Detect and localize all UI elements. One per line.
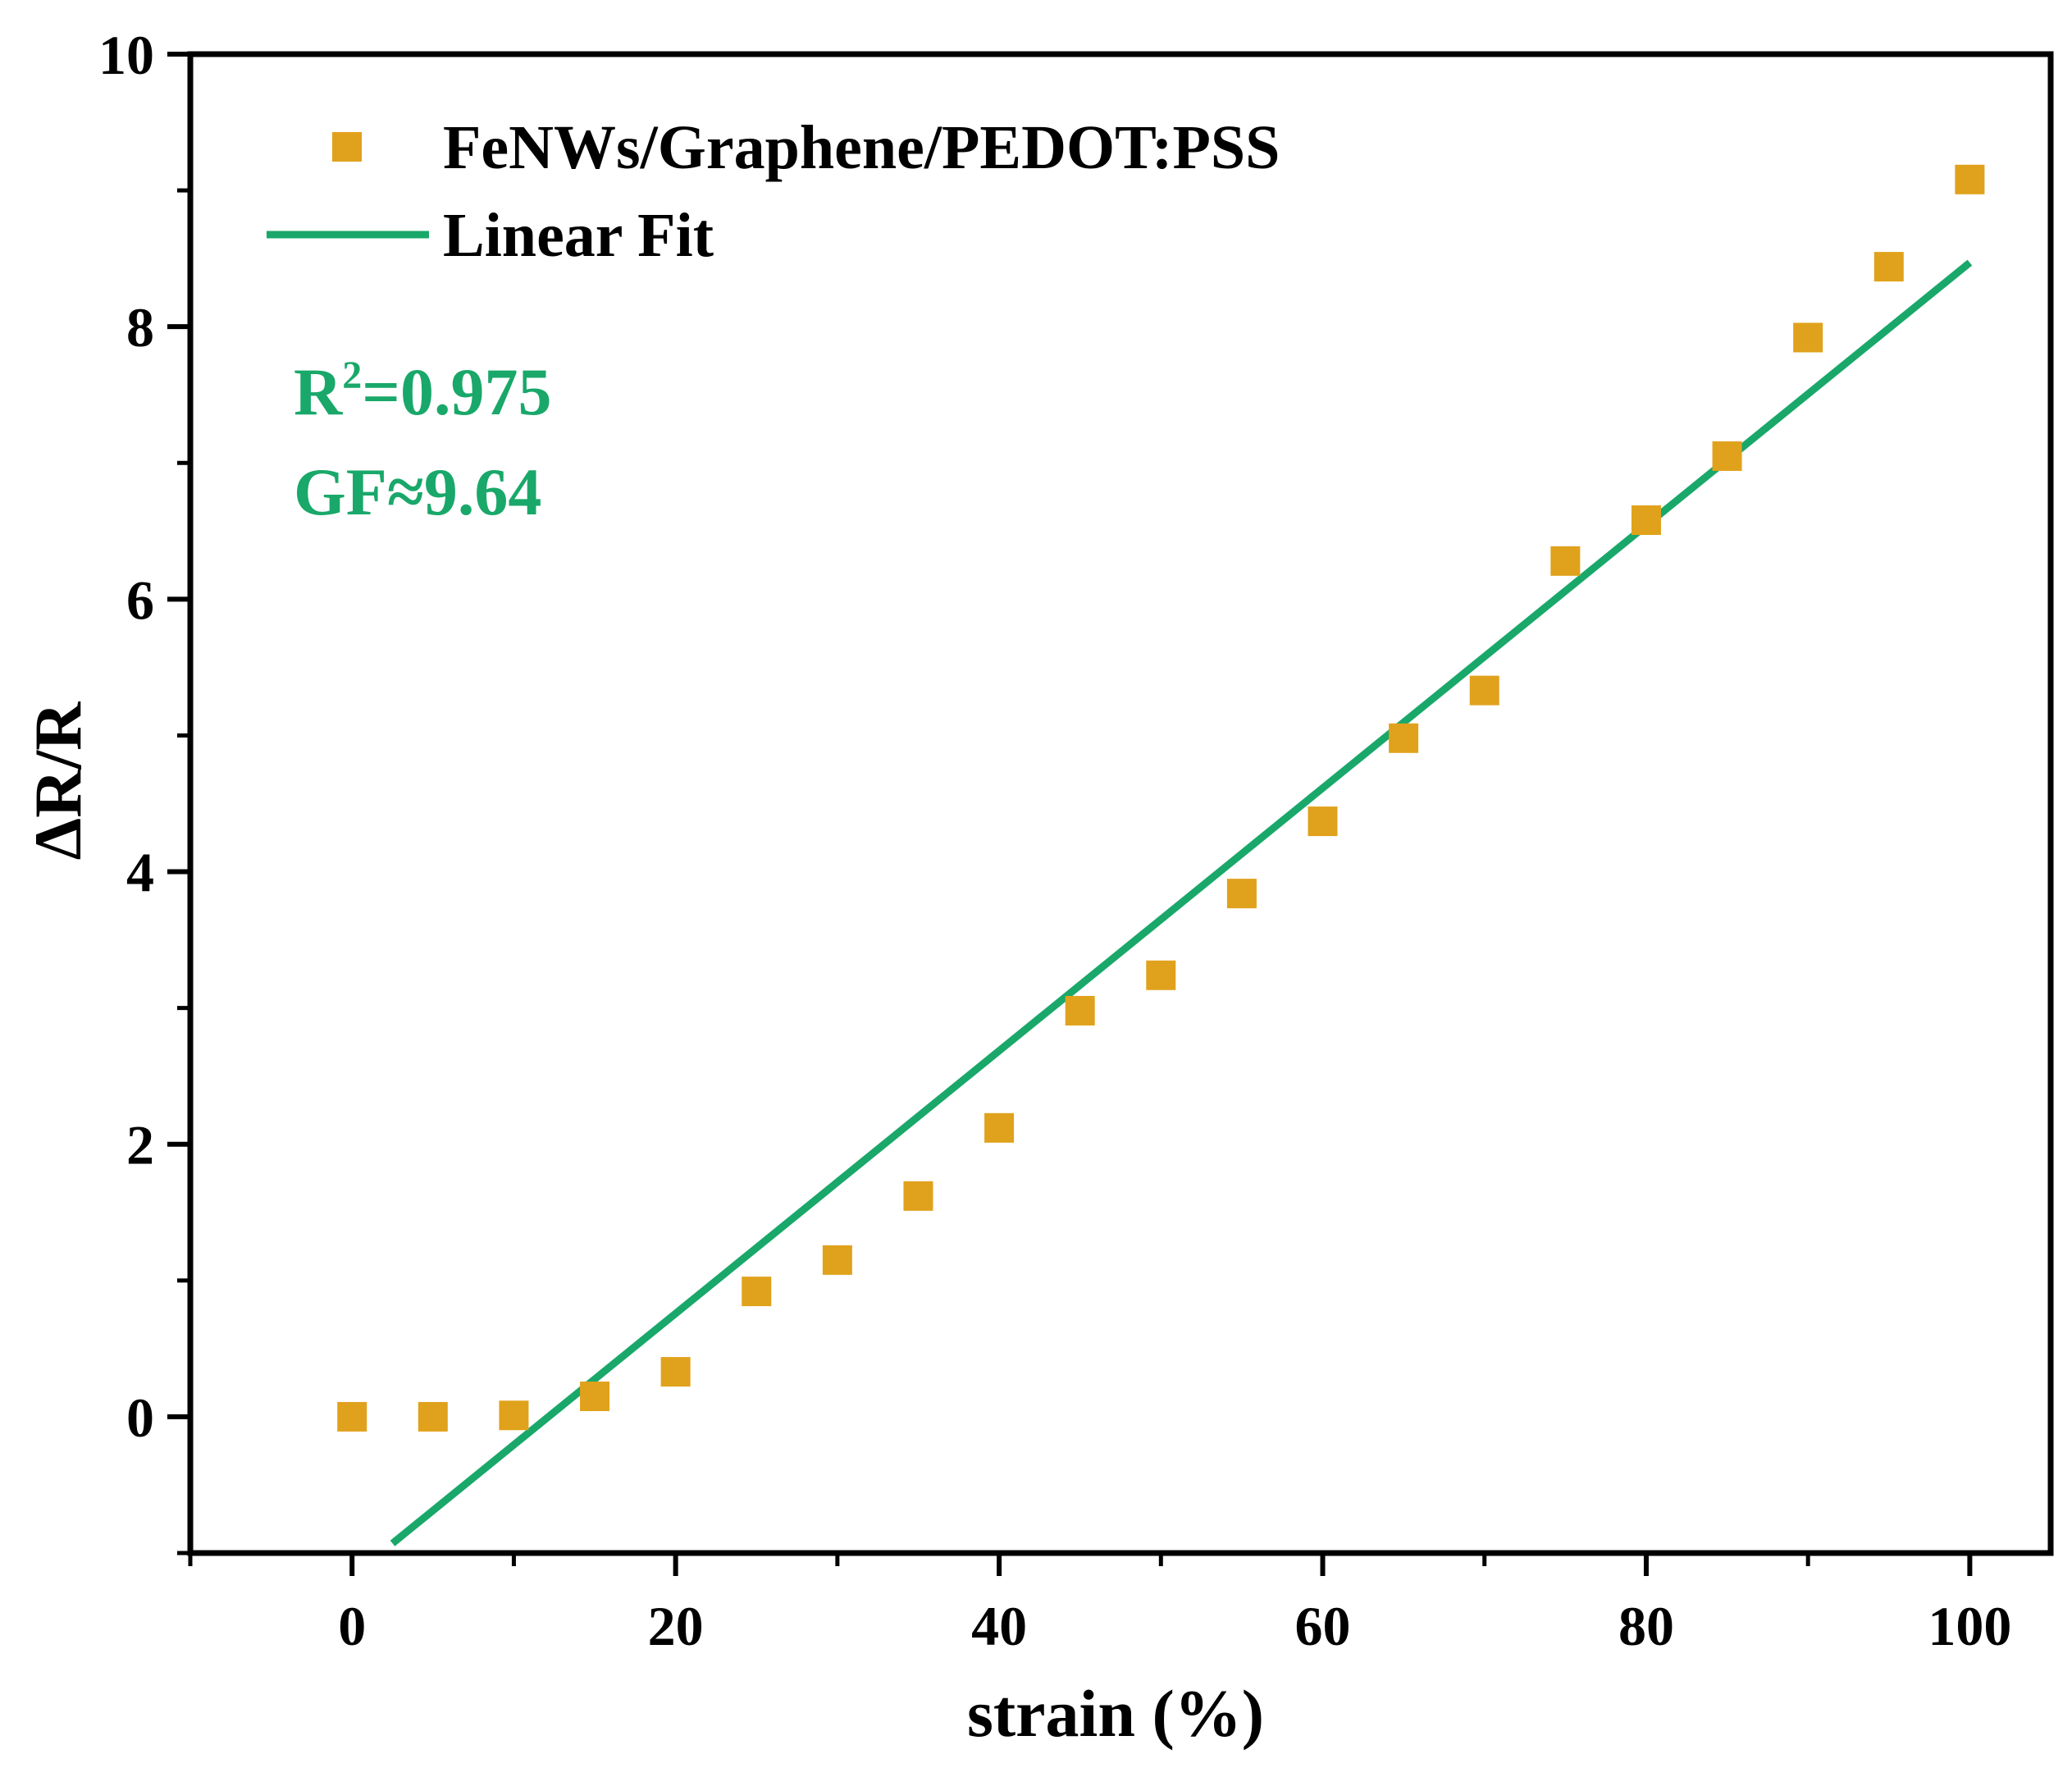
data-point bbox=[418, 1401, 448, 1432]
data-point bbox=[1955, 164, 1985, 194]
plot-area bbox=[337, 164, 1985, 1546]
data-point bbox=[660, 1357, 691, 1387]
legend-label-fit: Linear Fit bbox=[443, 201, 714, 270]
data-point bbox=[1469, 675, 1499, 706]
axes bbox=[187, 51, 2054, 1556]
y-tick-label-10: 10 bbox=[98, 24, 154, 86]
legend-marker-square bbox=[332, 132, 362, 162]
data-point bbox=[903, 1181, 933, 1211]
x-tick-label-0: 0 bbox=[338, 1595, 366, 1657]
legend: FeNWs/Graphene/PEDOT:PSS Linear Fit bbox=[267, 113, 1280, 270]
data-point bbox=[1065, 995, 1095, 1026]
data-point bbox=[1631, 505, 1661, 536]
data-point bbox=[580, 1381, 610, 1411]
data-point bbox=[984, 1112, 1015, 1143]
data-point bbox=[499, 1400, 529, 1431]
data-point bbox=[337, 1401, 367, 1432]
r-squared-annotation: R2=0.975 bbox=[294, 354, 551, 429]
legend-label-series: FeNWs/Graphene/PEDOT:PSS bbox=[443, 113, 1280, 182]
annotation: R2=0.975 GF≈9.64 bbox=[294, 354, 551, 529]
data-point bbox=[1389, 723, 1419, 753]
x-tick-label-40: 40 bbox=[971, 1595, 1027, 1657]
tick-labels: 0 20 40 60 80 100 0 2 4 6 8 10 bbox=[98, 24, 2011, 1657]
data-point bbox=[1550, 546, 1581, 576]
y-tick-label-2: 2 bbox=[126, 1114, 154, 1176]
y-tick-label-6: 6 bbox=[126, 569, 154, 631]
y-tick-label-8: 8 bbox=[126, 296, 154, 359]
y-axis-title: ΔR/R bbox=[21, 701, 95, 860]
data-point bbox=[1146, 960, 1176, 990]
x-tick-label-100: 100 bbox=[1928, 1595, 2011, 1657]
x-tick-label-60: 60 bbox=[1295, 1595, 1351, 1657]
data-point bbox=[1873, 252, 1904, 282]
linear-fit-line bbox=[390, 259, 1973, 1546]
gauge-factor-annotation: GF≈9.64 bbox=[294, 455, 541, 529]
y-tick-label-0: 0 bbox=[126, 1386, 154, 1449]
data-point bbox=[742, 1277, 772, 1307]
data-point bbox=[1712, 441, 1742, 471]
data-point bbox=[1793, 322, 1823, 353]
tick-marks bbox=[167, 52, 1973, 1576]
data-point bbox=[1308, 806, 1338, 837]
data-point bbox=[1226, 879, 1257, 909]
x-axis-title: strain (%) bbox=[967, 1676, 1264, 1751]
y-tick-label-4: 4 bbox=[126, 842, 154, 904]
x-tick-label-80: 80 bbox=[1618, 1595, 1674, 1657]
plot-frame bbox=[187, 51, 2054, 1556]
x-tick-label-20: 20 bbox=[648, 1595, 704, 1657]
data-point bbox=[822, 1245, 852, 1275]
